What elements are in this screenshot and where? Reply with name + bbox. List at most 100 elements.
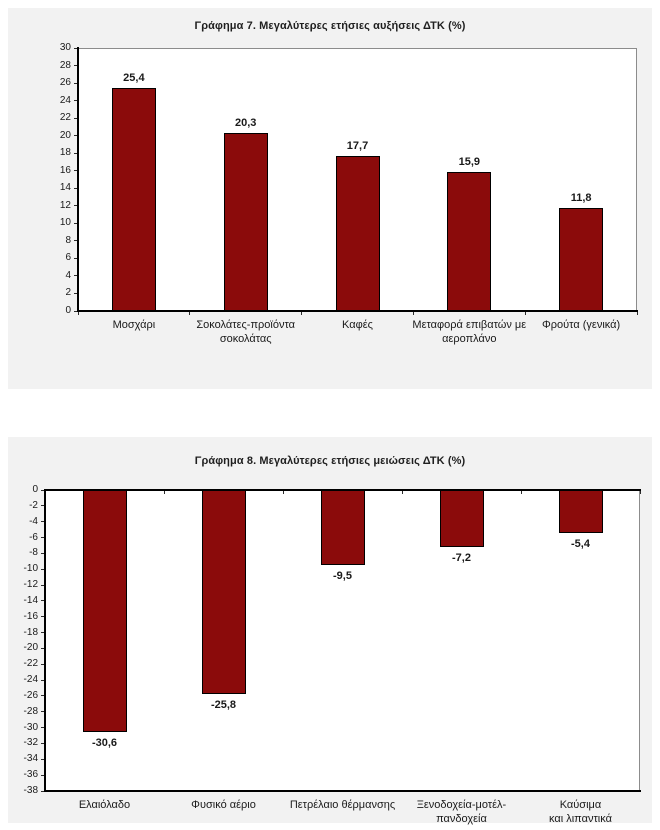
y-axis-tick [41,632,45,634]
bar-value-label: 17,7 [346,139,369,152]
bar [559,207,604,311]
y-axis-tick [41,584,45,586]
y-axis-tick [74,292,78,294]
bar-value-label: -9,5 [333,570,352,583]
y-axis-tick-label: -10 [23,563,38,575]
y-axis-tick-label: 8 [65,234,71,246]
plot-bottom-line [44,790,641,792]
y-axis-tick [74,240,78,242]
y-axis-tick-label: 0 [32,484,38,495]
x-axis-tick [412,311,414,315]
x-axis-tick [77,311,79,315]
y-axis-tick [74,275,78,277]
bar-value-label: 11,8 [570,191,592,204]
x-axis-category-label: Καφές [342,319,373,331]
bar [447,171,492,311]
y-axis-tick [41,758,45,760]
y-axis-tick-label: 16 [59,164,71,176]
y-axis-tick [41,663,45,665]
y-axis-tick-label: -24 [23,674,38,686]
bar [320,490,365,566]
x-axis-tick [639,490,641,494]
x-axis-category-label: Καύσιμα και λιπαντικά [549,799,612,825]
x-axis-tick [401,490,403,494]
y-axis-tick-label: -22 [23,658,38,670]
y-axis-tick-label: -2 [29,499,38,511]
y-axis-tick [74,117,78,119]
y-axis-tick-label: 18 [59,147,71,159]
y-axis-tick [41,742,45,744]
y-axis-tick-label: -36 [23,769,38,781]
x-axis-tick [163,490,165,494]
bar [439,490,484,548]
y-axis-tick [41,695,45,697]
y-axis-tick-label: 30 [59,42,71,53]
x-axis-tick [301,311,303,315]
y-axis-tick [74,82,78,84]
y-axis-tick [74,65,78,67]
y-axis-line [44,489,46,792]
y-axis-tick [41,616,45,618]
y-axis-tick-label: -4 [29,515,38,527]
y-axis-tick-label: 28 [59,59,71,71]
bar [223,133,268,311]
y-axis-tick-label: -34 [23,753,38,765]
y-axis-tick [41,647,45,649]
y-axis-tick [74,135,78,137]
y-axis-tick [41,600,45,602]
y-axis-tick-label: 22 [59,112,71,124]
y-axis-tick-label: -6 [29,531,38,543]
y-axis-tick [41,537,45,539]
y-axis-tick-label: -18 [23,626,38,638]
y-axis-tick-label: -28 [23,705,38,717]
bar [201,490,246,695]
y-axis-tick-label: -26 [23,689,38,701]
y-axis-tick-label: 20 [59,129,71,141]
x-axis-category-label: Σοκολάτες-προϊόντα σοκολάτας [196,319,296,345]
y-axis-tick-label: 2 [65,287,71,299]
x-axis-category-label: Πετρέλαιο θέρμανσης [289,799,396,811]
bar-value-label: 25,4 [123,72,145,85]
chart-title-decreases: Γράφημα 8. Μεγαλύτερες ετήσιες μειώσεις … [194,455,466,467]
x-axis-category-label: Μεταφορά επιβατών με αεροπλάνο [412,319,527,345]
y-axis-tick [41,711,45,713]
y-axis-line [77,47,79,312]
y-axis-tick-label: -12 [23,579,38,591]
x-axis-tick [282,490,284,494]
x-axis-category-label: Φυσικό αέριο [191,799,256,811]
y-axis-tick-label: 4 [65,269,71,281]
y-axis-tick-label: -16 [23,610,38,622]
bar-value-label: -30,6 [91,737,118,750]
y-axis-tick [41,489,45,491]
bar-value-label: -7,2 [452,552,471,565]
y-axis-tick-label: -32 [23,737,38,749]
y-axis-tick [41,505,45,507]
y-axis-tick [41,679,45,681]
y-axis-tick [41,568,45,570]
chart-title-increases: Γράφημα 7. Μεγαλύτερες ετήσιες αυξήσεις … [194,20,466,32]
y-axis-tick-label: 26 [59,77,71,89]
y-axis-tick-label: 10 [59,217,71,229]
bar [558,490,603,533]
bar-value-label: 20,3 [234,117,257,130]
y-axis-tick [41,727,45,729]
y-axis-tick-label: 12 [59,199,71,211]
y-axis-tick [41,790,45,792]
bar-value-label: -5,4 [571,537,590,550]
y-axis-tick [74,257,78,259]
y-axis-tick [74,170,78,172]
bar [335,155,380,311]
y-axis-tick [74,222,78,224]
y-axis-tick-label: 6 [65,252,71,264]
x-axis-category-label: Ελαιόλαδο [78,799,131,811]
y-axis-tick [74,47,78,49]
y-axis-tick [74,187,78,189]
y-axis-tick-label: 0 [65,305,71,316]
x-axis-line [77,310,638,312]
y-axis-tick [74,310,78,312]
y-axis-tick-label: 24 [59,94,71,106]
y-axis-tick-label: -8 [29,547,38,559]
y-axis-tick [41,552,45,554]
x-axis-tick [520,490,522,494]
